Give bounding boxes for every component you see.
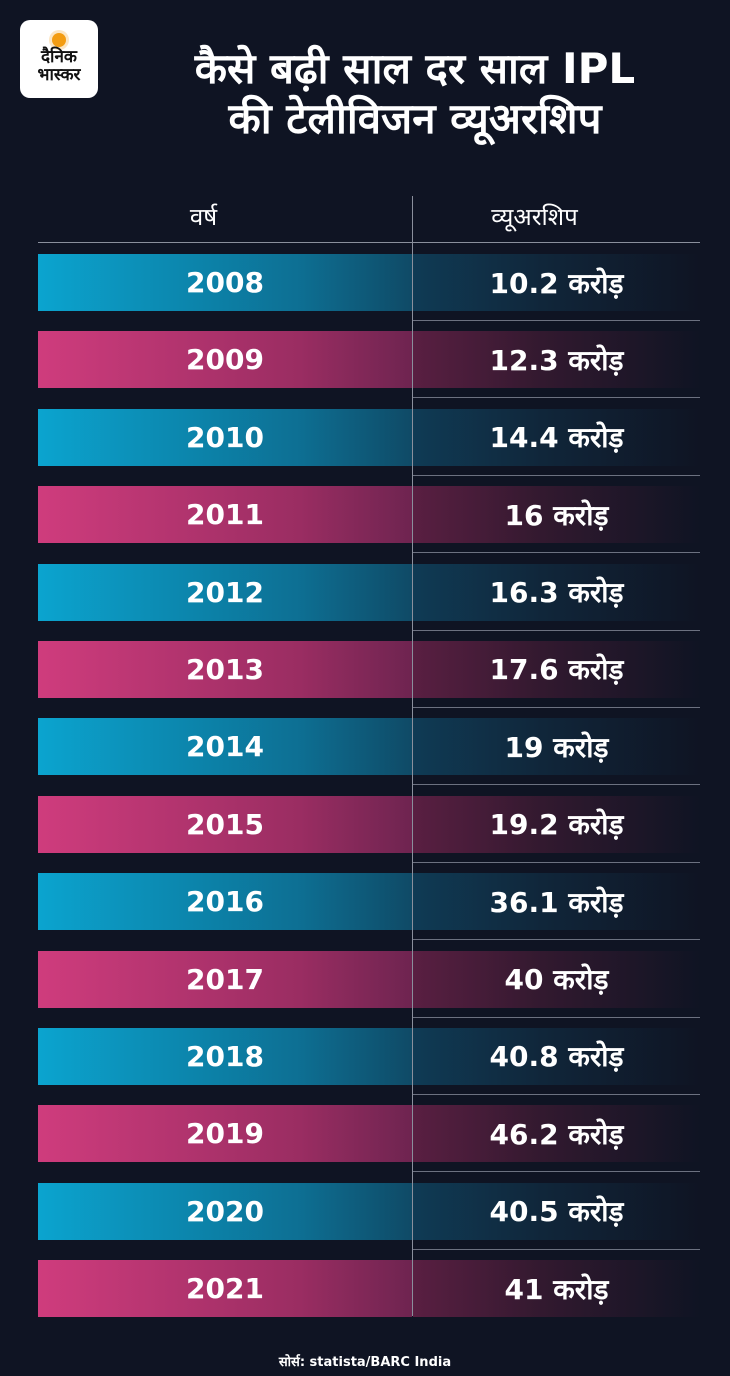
source-note: सोर्स: statista/BARC India [278,1355,452,1370]
year-cell: 2020 [38,1182,412,1240]
viewership-cell: 40 करोड़ [413,950,700,1008]
year-cell: 2013 [38,640,412,698]
viewership-cell: 40.5 करोड़ [413,1182,700,1240]
table-row: 2009 12.3 करोड़ [38,331,700,399]
viewership-cell: 16 करोड़ [413,486,700,544]
table-row: 2015 19.2 करोड़ [38,795,700,863]
dainik-bhaskar-logo: दैनिक भास्कर [20,20,98,98]
row-divider [413,939,700,941]
table-row: 2012 16.3 करोड़ [38,563,700,631]
row-divider [413,474,700,476]
year-cell: 2015 [38,795,412,853]
year-cell: 2012 [38,563,412,621]
viewership-cell: 14.4 करोड़ [413,408,700,466]
table-body: 2008 10.2 करोड़ 2009 12.3 करोड़ 2010 14.4 करो… [38,254,700,1337]
row-divider [413,552,700,554]
viewership-cell: 41 करोड़ [413,1260,700,1318]
viewership-cell: 12.3 करोड़ [413,331,700,389]
year-cell: 2009 [38,331,412,389]
year-cell: 2016 [38,873,412,931]
viewership-cell: 46.2 करोड़ [413,1105,700,1163]
viewership-cell: 19.2 करोड़ [413,795,700,853]
title-line-1: कैसे बढ़ी साल दर साल IPL [194,44,636,93]
viewership-cell: 10.2 करोड़ [413,254,700,311]
table-row: 2018 40.8 करोड़ [38,1027,700,1095]
table-row: 2014 19 करोड़ [38,718,700,786]
row-divider [413,861,700,863]
viewership-cell: 17.6 करोड़ [413,640,700,698]
viewership-cell: 36.1 करोड़ [413,873,700,931]
table-row: 2010 14.4 करोड़ [38,408,700,476]
chart-title: कैसे बढ़ी साल दर साल IPL की टेलीविजन व्य… [110,44,720,145]
header-divider [38,242,700,243]
row-divider [413,1016,700,1018]
year-cell: 2011 [38,486,412,544]
row-divider [413,706,700,708]
row-divider [413,1248,700,1250]
table-row: 2016 36.1 करोड़ [38,873,700,941]
year-cell: 2018 [38,1027,412,1085]
viewership-cell: 16.3 करोड़ [413,563,700,621]
sun-icon [52,33,66,48]
table-row: 2013 17.6 करोड़ [38,640,700,708]
table-row: 2019 46.2 करोड़ [38,1105,700,1173]
title-line-2: की टेलीविजन व्यूअरशिप [228,94,602,144]
viewership-cell: 19 करोड़ [413,718,700,776]
header-year: वर्ष [189,202,218,231]
year-cell: 2014 [38,718,412,776]
table-row: 2020 40.5 करोड़ [38,1182,700,1250]
column-divider [412,196,413,1316]
year-cell: 2017 [38,950,412,1008]
row-divider [413,1093,700,1095]
viewership-cell: 40.8 करोड़ [413,1027,700,1085]
table-row: 2011 16 करोड़ [38,486,700,554]
year-cell: 2010 [38,408,412,466]
table-row: 2008 10.2 करोड़ [38,254,700,321]
row-divider [413,1171,700,1173]
table-header: वर्ष व्यूअरशिप [38,190,700,242]
year-cell: 2021 [38,1260,412,1318]
row-divider [413,320,700,321]
header-viewership: व्यूअरशिप [491,202,578,231]
row-divider [413,784,700,786]
table-row: 2021 41 करोड़ [38,1260,700,1318]
logo-line-1: दैनिक [41,47,77,68]
year-cell: 2008 [38,254,412,311]
row-divider [413,397,700,399]
year-cell: 2019 [38,1105,412,1163]
logo-line-2: भास्कर [37,65,81,85]
row-divider [413,629,700,631]
table-row: 2017 40 करोड़ [38,950,700,1018]
